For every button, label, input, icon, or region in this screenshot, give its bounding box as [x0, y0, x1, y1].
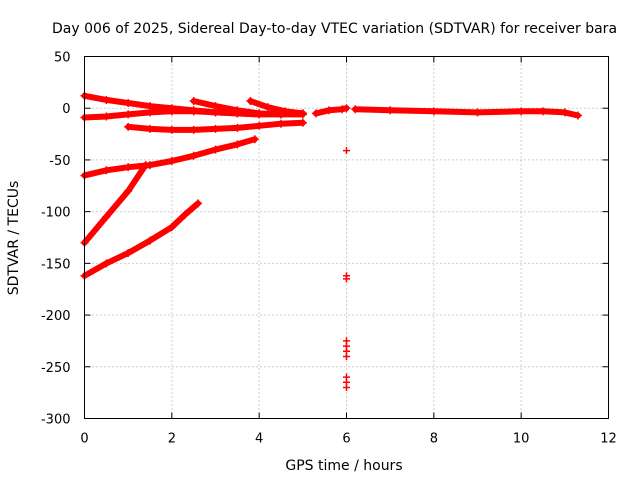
- data-point: [473, 108, 482, 117]
- data-point: [517, 107, 526, 116]
- data-point: [211, 145, 220, 154]
- data-point: [167, 156, 176, 165]
- data-point: [167, 107, 176, 116]
- series-arc6: [311, 104, 351, 118]
- data-point: [573, 111, 582, 120]
- y-tick-label: -150: [41, 257, 71, 272]
- x-tick-label: 8: [430, 432, 438, 447]
- data-point: [298, 109, 307, 118]
- data-point: [102, 112, 111, 121]
- data-point: [298, 118, 307, 127]
- data-point: [343, 275, 350, 283]
- data-point: [539, 107, 547, 116]
- data-point: [343, 147, 350, 155]
- y-tick-label: -200: [41, 309, 71, 324]
- data-point: [342, 104, 351, 113]
- data-point: [124, 99, 133, 108]
- data-arc: [247, 98, 306, 117]
- y-tick-label: -300: [41, 413, 71, 428]
- data-point: [102, 212, 111, 221]
- data-point: [250, 135, 259, 144]
- x-tick-label: 4: [255, 432, 263, 447]
- data-point: [146, 108, 154, 117]
- data-point: [338, 105, 347, 114]
- data-point: [124, 163, 133, 172]
- x-tick-label: 2: [168, 432, 176, 447]
- data-point: [146, 236, 154, 245]
- data-point: [255, 109, 264, 118]
- data-point: [343, 352, 350, 360]
- data-point: [102, 166, 111, 175]
- data-point: [167, 125, 176, 134]
- series-arc3: [124, 118, 307, 134]
- y-tick-label: -250: [41, 361, 71, 376]
- x-axis-label: GPS time / hours: [285, 458, 402, 474]
- y-tick-label: 50: [54, 51, 71, 66]
- data-arc: [81, 162, 149, 246]
- series-arc8: [80, 135, 259, 180]
- data-point: [189, 125, 198, 134]
- data-point: [102, 95, 111, 104]
- data-point: [560, 108, 569, 117]
- y-axis-label: SDTVAR / TECUs: [6, 181, 22, 296]
- series-arc10: [80, 199, 203, 280]
- data-point: [141, 161, 150, 170]
- data-point: [102, 259, 111, 268]
- data-point: [194, 199, 203, 208]
- data-point: [189, 96, 198, 105]
- data-point: [277, 119, 285, 128]
- data-point: [351, 105, 360, 114]
- data-point: [386, 106, 395, 115]
- y-tick-label: -50: [49, 154, 70, 169]
- data-point: [211, 102, 220, 111]
- data-point: [167, 223, 176, 232]
- data-point: [343, 383, 350, 391]
- data-point: [146, 124, 154, 133]
- series-arc5: [246, 96, 307, 118]
- data-point: [246, 96, 255, 105]
- x-tick-label: 10: [513, 432, 530, 447]
- data-point: [281, 107, 290, 116]
- chart-title: Day 006 of 2025, Sidereal Day-to-day VTE…: [52, 21, 617, 37]
- data-point: [124, 110, 133, 119]
- data-point: [124, 122, 133, 131]
- data-point: [124, 249, 133, 258]
- x-tick-label: 6: [342, 432, 350, 447]
- data-point: [311, 109, 320, 118]
- data-point: [124, 186, 133, 195]
- data-point: [189, 151, 198, 160]
- y-tick-label: -100: [41, 206, 71, 221]
- data-point: [233, 140, 242, 149]
- data-point: [233, 106, 242, 115]
- series-arc7: [351, 105, 582, 120]
- data-point: [211, 124, 220, 133]
- ticks: 0 2 4 6 8 10 12 50 0 -50 -100 -150 -200 -250 -300: [41, 51, 617, 447]
- data-point: [429, 107, 438, 116]
- x-tick-label: 12: [600, 432, 617, 447]
- series-arc9: [80, 161, 150, 247]
- data-point: [233, 123, 242, 132]
- y-tick-label: 0: [62, 102, 70, 117]
- data-point: [263, 103, 272, 112]
- series-outliers: [343, 147, 350, 391]
- data-point: [325, 106, 334, 115]
- data-point: [189, 107, 198, 116]
- data-marks: [80, 91, 582, 391]
- x-tick-label: 0: [80, 432, 88, 447]
- data-point: [180, 210, 189, 219]
- data-point: [255, 121, 264, 130]
